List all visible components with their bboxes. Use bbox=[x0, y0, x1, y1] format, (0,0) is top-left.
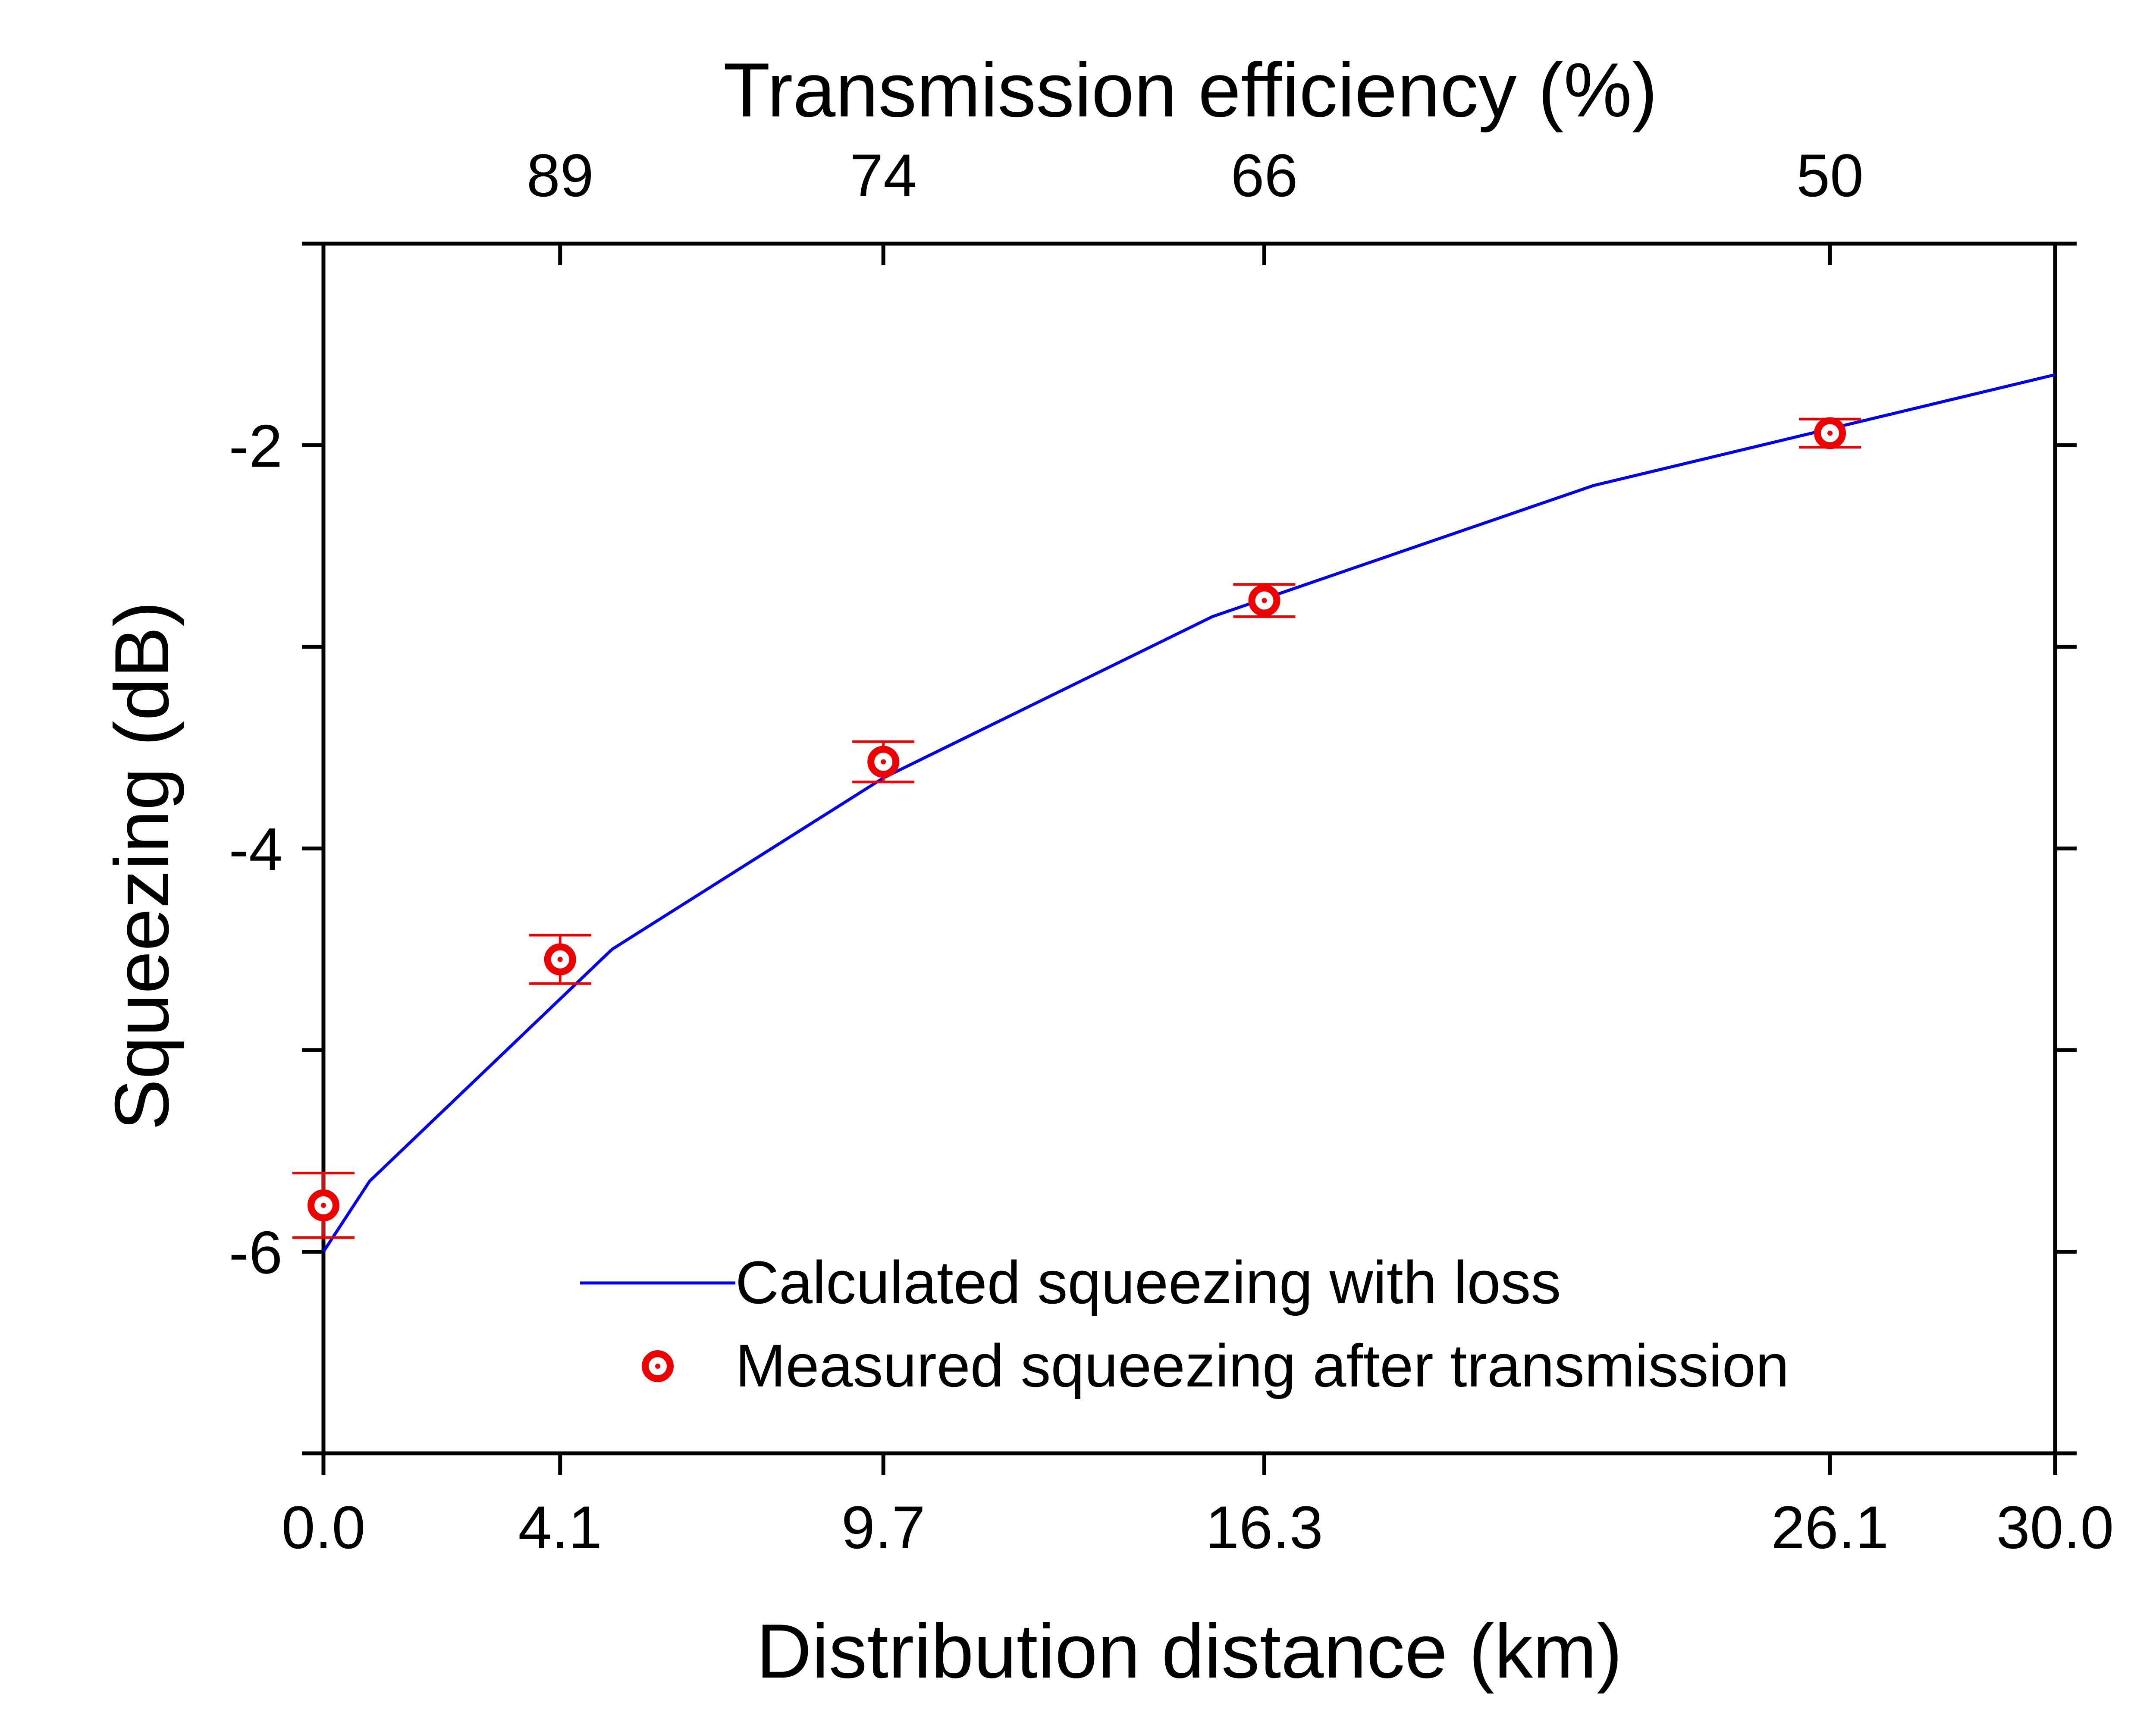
legend-marker-dot bbox=[655, 1364, 660, 1369]
top-x-tick-label: 89 bbox=[527, 141, 594, 209]
legend: Calculated squeezing with loss Measured s… bbox=[580, 1248, 1789, 1399]
top-x-tick-label: 66 bbox=[1231, 141, 1298, 209]
x-tick-label: 0.0 bbox=[282, 1493, 366, 1561]
y-tick-label: -6 bbox=[229, 1219, 282, 1286]
point-marker-dot bbox=[881, 759, 886, 765]
legend-item-calculated: Calculated squeezing with loss bbox=[580, 1248, 1561, 1316]
point-marker-dot bbox=[557, 957, 563, 962]
calculated-squeezing-line bbox=[322, 373, 2056, 1253]
measured-point bbox=[529, 934, 591, 985]
legend-label: Measured squeezing after transmission bbox=[735, 1332, 1789, 1399]
point-marker-dot bbox=[1262, 598, 1267, 603]
top-x-tick-label: 50 bbox=[1796, 141, 1864, 209]
measured-point bbox=[852, 740, 915, 784]
x-tick-label: 30.0 bbox=[1996, 1493, 2114, 1561]
y-tick-label: -2 bbox=[229, 412, 282, 480]
point-marker-dot bbox=[1827, 430, 1833, 436]
x-axis-title: Distribution distance (km) bbox=[756, 1608, 1622, 1694]
series-layer bbox=[292, 373, 2056, 1253]
y-axis-title: Squeezing (dB) bbox=[99, 601, 185, 1130]
x-tick-label: 4.1 bbox=[518, 1493, 602, 1561]
legend-label: Calculated squeezing with loss bbox=[735, 1248, 1561, 1316]
measured-point bbox=[1233, 583, 1296, 618]
y-axis: -2 -4 -6 bbox=[229, 242, 2077, 1455]
x-tick-label: 9.7 bbox=[841, 1493, 926, 1561]
x-tick-label: 26.1 bbox=[1771, 1493, 1889, 1561]
x-axis: 0.0 4.1 9.7 16.3 26.1 30.0 bbox=[282, 1453, 2114, 1561]
measured-point bbox=[292, 1172, 355, 1239]
point-marker-dot bbox=[321, 1202, 326, 1208]
x-tick-label: 16.3 bbox=[1205, 1493, 1323, 1561]
legend-item-measured: Measured squeezing after transmission bbox=[642, 1332, 1789, 1399]
top-x-axis-title: Transmission efficiency (%) bbox=[723, 47, 1657, 133]
top-x-axis: 89 74 66 50 bbox=[527, 141, 1864, 265]
top-x-tick-label: 74 bbox=[850, 141, 917, 209]
y-tick-label: -4 bbox=[229, 815, 282, 883]
measured-point bbox=[1799, 417, 1861, 449]
